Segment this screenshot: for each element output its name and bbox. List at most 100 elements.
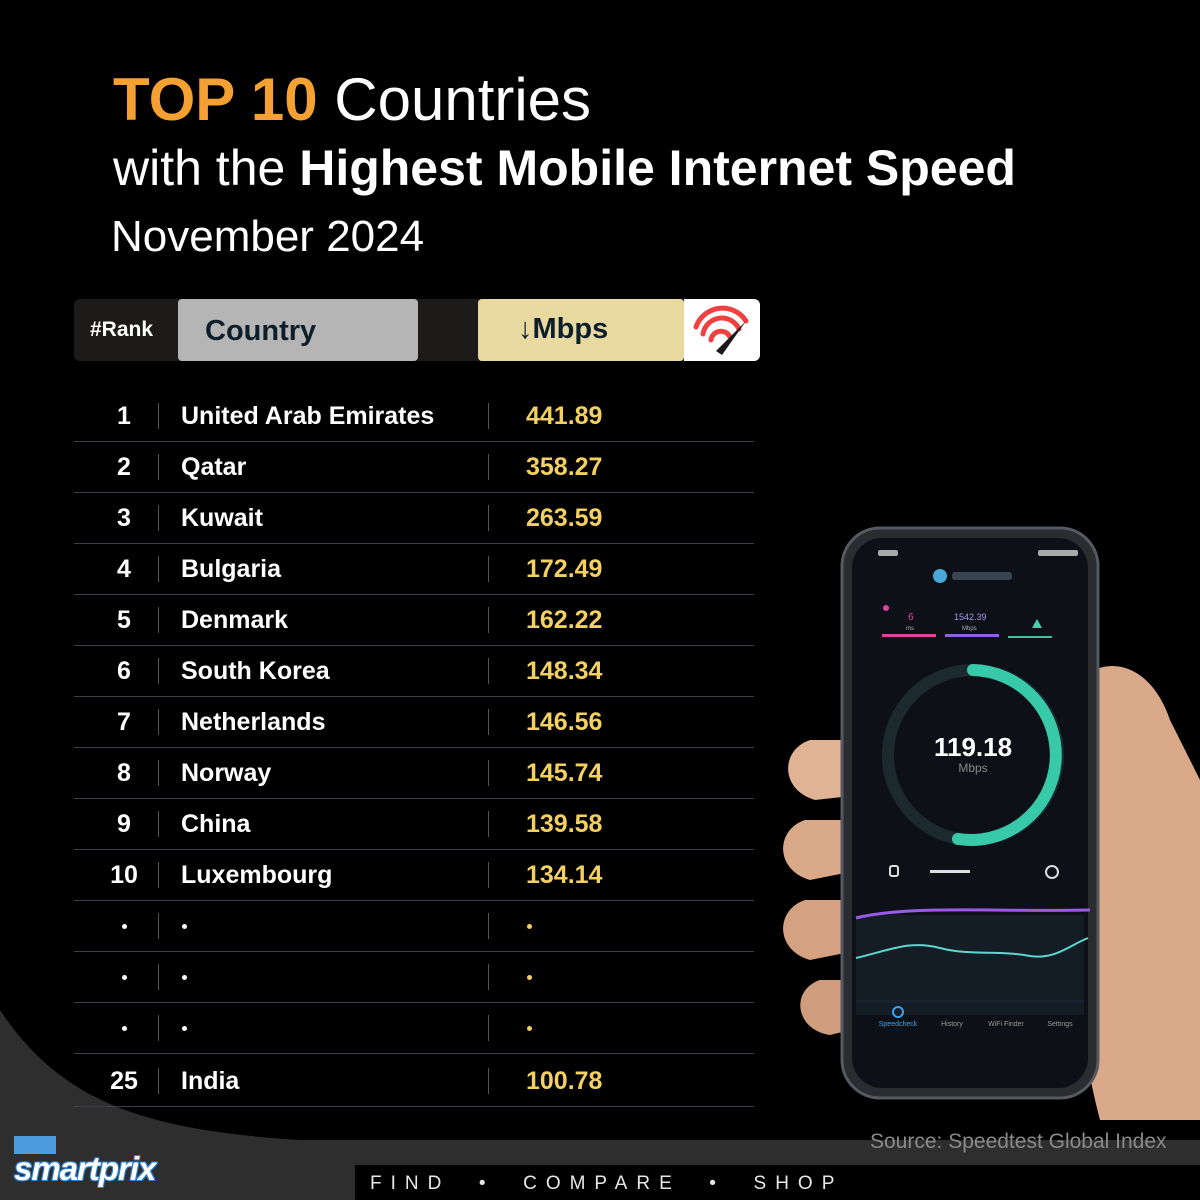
- download-unit: Mbps: [962, 626, 977, 632]
- column-divider: [158, 607, 159, 633]
- table-row: 4 Bulgaria 172.49: [74, 543, 754, 595]
- column-divider: [158, 964, 159, 990]
- table-row: [74, 951, 754, 1003]
- table-row: [74, 1002, 754, 1054]
- table-row: 8 Norway 145.74: [74, 747, 754, 799]
- header-rank: #Rank: [90, 318, 154, 341]
- mbps-cell: 441.89: [526, 402, 603, 430]
- mbps-cell: 358.27: [526, 453, 603, 481]
- mbps-cell: 145.74: [526, 759, 603, 787]
- column-divider: [158, 913, 159, 939]
- country-cell: India: [181, 1067, 240, 1095]
- column-divider: [488, 811, 489, 837]
- table-row: 6 South Korea 148.34: [74, 645, 754, 697]
- country-cell: Netherlands: [181, 708, 326, 736]
- ping-unit: ms: [906, 626, 914, 632]
- column-divider: [488, 556, 489, 582]
- mbps-cell: 146.56: [526, 708, 603, 736]
- ellipsis-value: [527, 924, 532, 929]
- nav-wifi-finder: WiFi Finder: [988, 1021, 1024, 1028]
- rank-cell: 10: [110, 861, 138, 889]
- table-row: 1 United Arab Emirates 441.89: [74, 390, 754, 442]
- mbps-cell: 162.22: [526, 606, 603, 634]
- gauge-speed-value: 119.18: [934, 732, 1012, 762]
- column-divider: [488, 1015, 489, 1041]
- rank-cell: 8: [117, 759, 131, 787]
- country-cell: Luxembourg: [181, 861, 333, 889]
- title-line-2: with the Highest Mobile Internet Speed: [113, 138, 1016, 198]
- rank-cell: 25: [110, 1067, 138, 1095]
- mbps-cell: 134.14: [526, 861, 603, 889]
- rank-cell: 1: [117, 402, 131, 430]
- download-value: 1542.39: [954, 612, 987, 622]
- column-divider: [158, 1015, 159, 1041]
- rank-cell: 7: [117, 708, 131, 736]
- ellipsis-country: [182, 1026, 187, 1031]
- column-divider: [488, 913, 489, 939]
- country-cell: South Korea: [181, 657, 330, 685]
- column-divider: [158, 760, 159, 786]
- title-line-1: TOP 10 Countries: [113, 66, 591, 134]
- column-divider: [158, 556, 159, 582]
- column-divider: [488, 505, 489, 531]
- table-row: 7 Netherlands 146.56: [74, 696, 754, 748]
- logo-text: smartprix: [14, 1150, 156, 1187]
- column-divider: [158, 505, 159, 531]
- country-cell: Denmark: [181, 606, 288, 634]
- nav-speedcheck: Speedcheck: [879, 1021, 918, 1028]
- ellipsis-value: [527, 1026, 532, 1031]
- table-row: 2 Qatar 358.27: [74, 441, 754, 493]
- ping-value: 6: [908, 612, 914, 623]
- table-row: 25 India 100.78: [74, 1055, 754, 1107]
- column-divider: [488, 454, 489, 480]
- column-divider: [488, 709, 489, 735]
- mbps-cell: 100.78: [526, 1067, 603, 1095]
- speedometer-icon: [684, 299, 760, 361]
- mbps-cell: 263.59: [526, 504, 603, 532]
- nav-history: History: [941, 1021, 963, 1028]
- header-country: Country: [205, 315, 317, 347]
- column-divider: [158, 403, 159, 429]
- header-mbps-cell: ↓Mbps: [478, 299, 684, 361]
- mbps-cell: 172.49: [526, 555, 603, 583]
- column-divider: [488, 658, 489, 684]
- table-row: 5 Denmark 162.22: [74, 594, 754, 646]
- column-divider: [488, 862, 489, 888]
- smartprix-logo: smartprix: [14, 1136, 162, 1192]
- title-highlight: TOP 10: [113, 66, 318, 133]
- country-cell: Kuwait: [181, 504, 263, 532]
- column-divider: [158, 1068, 159, 1094]
- phone-illustration: 6 ms 1542.39 Mbps 119.18 Mbps Speedcheck…: [783, 526, 1200, 1120]
- rank-cell: 5: [117, 606, 131, 634]
- ellipsis-rank: [122, 1026, 127, 1031]
- header-mbps: ↓Mbps: [518, 313, 609, 345]
- column-divider: [488, 964, 489, 990]
- title-rest: Countries: [317, 66, 592, 133]
- gauge-speed-unit: Mbps: [958, 761, 987, 775]
- country-cell: China: [181, 810, 251, 838]
- column-divider: [488, 1068, 489, 1094]
- column-divider: [488, 403, 489, 429]
- column-divider: [158, 658, 159, 684]
- table-row: 3 Kuwait 263.59: [74, 492, 754, 544]
- ellipsis-rank: [122, 975, 127, 980]
- title-line-2-prefix: with the: [113, 140, 300, 196]
- mbps-cell: 139.58: [526, 810, 603, 838]
- rank-cell: 3: [117, 504, 131, 532]
- column-divider: [158, 811, 159, 837]
- country-cell: Norway: [181, 759, 272, 787]
- rank-cell: 9: [117, 810, 131, 838]
- column-divider: [158, 709, 159, 735]
- table-row: 10 Luxembourg 134.14: [74, 849, 754, 901]
- ellipsis-country: [182, 975, 187, 980]
- nav-settings: Settings: [1047, 1021, 1073, 1028]
- country-cell: United Arab Emirates: [181, 402, 435, 430]
- ellipsis-rank: [122, 924, 127, 929]
- column-divider: [158, 454, 159, 480]
- rank-cell: 6: [117, 657, 131, 685]
- mbps-cell: 148.34: [526, 657, 603, 685]
- country-cell: Bulgaria: [181, 555, 282, 583]
- country-cell: Qatar: [181, 453, 247, 481]
- logo-mark: [14, 1136, 56, 1154]
